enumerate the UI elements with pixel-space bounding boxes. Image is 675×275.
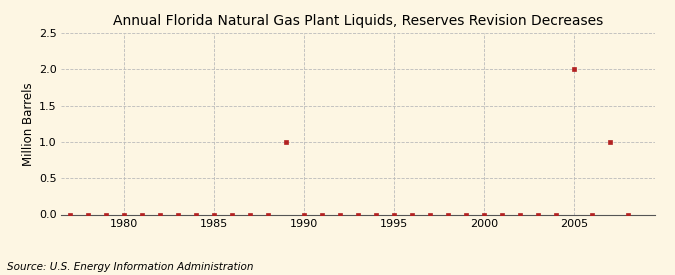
Title: Annual Florida Natural Gas Plant Liquids, Reserves Revision Decreases: Annual Florida Natural Gas Plant Liquids… [113,14,603,28]
Y-axis label: Million Barrels: Million Barrels [22,82,34,166]
Text: Source: U.S. Energy Information Administration: Source: U.S. Energy Information Administ… [7,262,253,272]
